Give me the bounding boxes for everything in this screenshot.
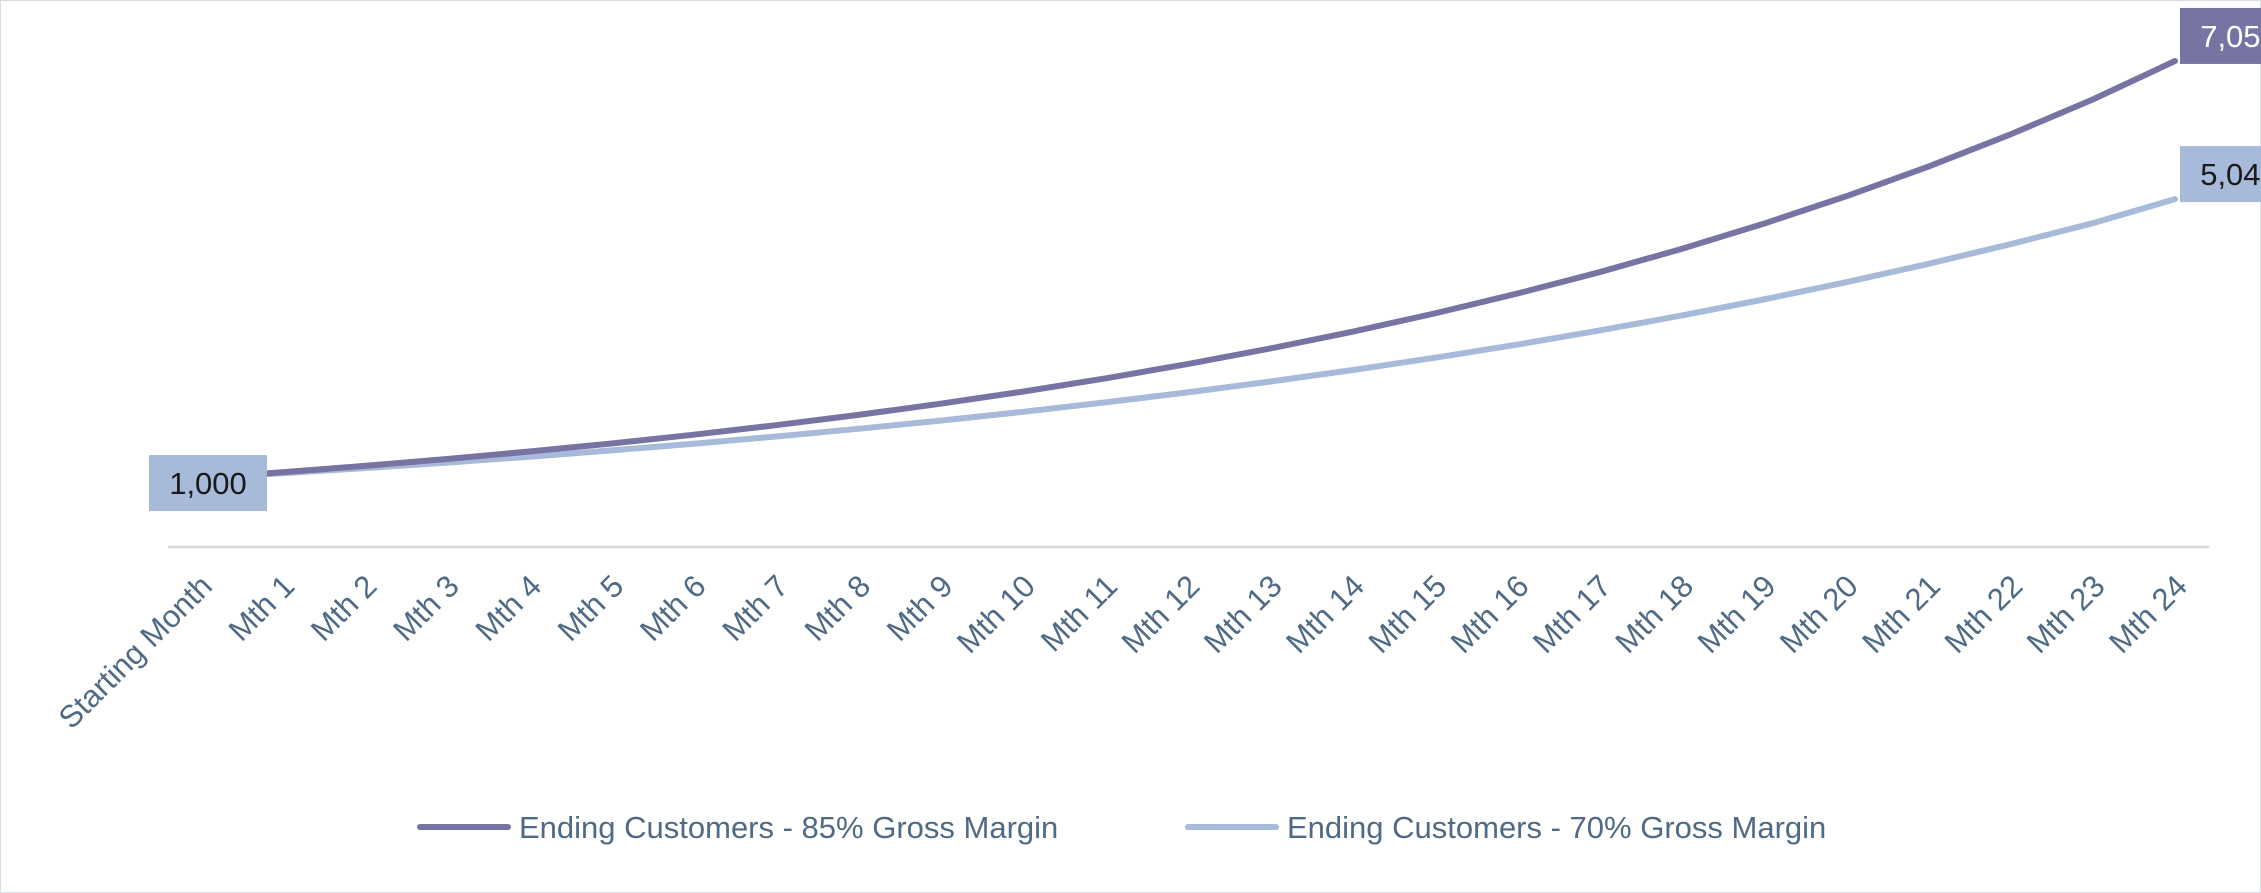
legend: Ending Customers - 85% Gross Margin Endin…	[417, 810, 1826, 845]
data-label: 7,051	[2180, 7, 2261, 64]
x-tick-label: Mth 24	[2102, 568, 2194, 660]
data-label-box	[2180, 7, 2261, 64]
x-tick-label: Mth 10	[950, 568, 1042, 660]
x-tick-label: Mth 19	[1691, 568, 1783, 660]
x-tick-label: Mth 3	[386, 568, 466, 648]
legend-item: Ending Customers - 70% Gross Margin	[1185, 810, 1826, 845]
series-line	[197, 58, 2178, 482]
x-tick-label: Mth 2	[304, 568, 384, 648]
series-line	[197, 196, 2178, 482]
x-tick-label: Mth 18	[1608, 568, 1700, 660]
x-tick-label: Mth 6	[633, 568, 713, 648]
legend-item: Ending Customers - 85% Gross Margin	[417, 810, 1058, 845]
x-tick-label: Mth 17	[1526, 568, 1618, 660]
x-tick-label: Mth 8	[798, 568, 878, 648]
data-label-layer: 1,000 7,051 5,047	[149, 7, 2261, 512]
x-tick-label: Mth 9	[880, 568, 960, 648]
x-tick-label: Mth 7	[715, 568, 795, 648]
x-tick-label: Mth 16	[1444, 568, 1536, 660]
x-tick-label: Mth 11	[1034, 568, 1124, 658]
data-label-text: 1,000	[169, 466, 247, 501]
data-label-box	[149, 455, 267, 512]
x-tick-label: Mth 13	[1197, 568, 1289, 660]
x-tick-label: Mth 1	[222, 568, 302, 648]
x-tick-label: Mth 20	[1773, 568, 1865, 660]
x-tick-label: Starting Month	[52, 568, 219, 735]
data-label: 5,047	[2180, 146, 2261, 203]
x-tick-label: Mth 14	[1279, 568, 1371, 660]
x-tick-label: Mth 15	[1362, 568, 1454, 660]
data-label-box	[2180, 146, 2261, 203]
x-tick-label: Mth 5	[551, 568, 631, 648]
x-tick-label: Mth 23	[2020, 568, 2112, 660]
legend-label: Ending Customers - 70% Gross Margin	[1287, 810, 1826, 845]
x-tick-label: Mth 12	[1115, 568, 1207, 660]
series-layer	[197, 58, 2178, 482]
legend-label: Ending Customers - 85% Gross Margin	[519, 810, 1058, 845]
x-tick-label: Mth 21	[1855, 568, 1947, 660]
data-label-text: 5,047	[2200, 157, 2261, 192]
x-tick-label: Mth 22	[1938, 568, 2030, 660]
data-label: 1,000	[149, 455, 267, 512]
x-tick-label: Mth 4	[469, 568, 549, 648]
data-label-text: 7,051	[2200, 19, 2261, 54]
